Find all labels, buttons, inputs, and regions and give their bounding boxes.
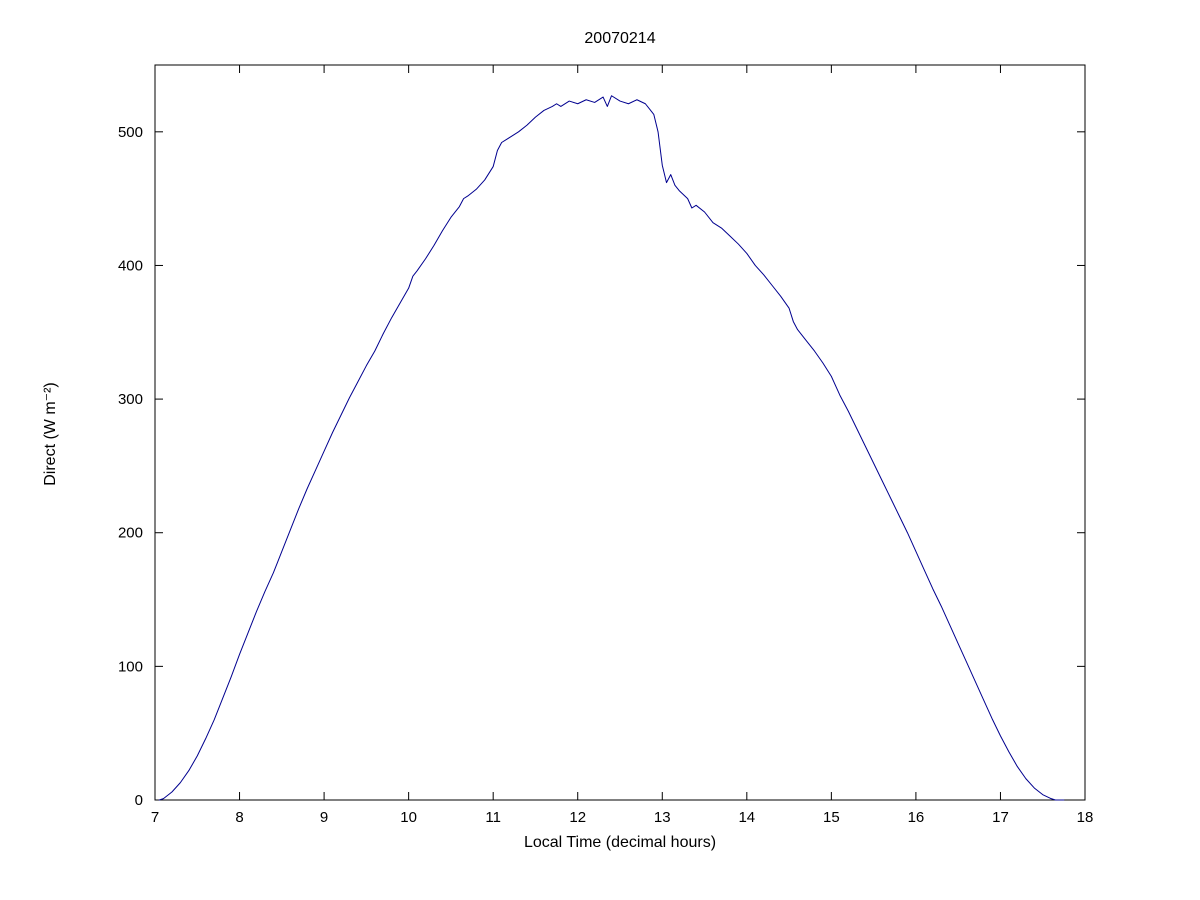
chart-title: 20070214 (584, 30, 656, 47)
y-tick-label: 300 (118, 391, 143, 408)
x-tick-label: 18 (1077, 809, 1094, 826)
x-tick-label: 10 (400, 809, 417, 826)
y-tick-label: 200 (118, 525, 143, 542)
x-tick-label: 14 (738, 809, 755, 826)
x-tick-label: 8 (235, 809, 243, 826)
x-axis-label: Local Time (decimal hours) (523, 834, 717, 851)
y-tick-label: 100 (118, 658, 143, 675)
data-line (158, 95, 1065, 801)
axis-box (154, 64, 1086, 801)
x-tick-label: 12 (569, 809, 586, 826)
x-tick-label: 15 (823, 809, 840, 826)
y-axis-label: Direct (W m⁻²) (42, 382, 59, 486)
x-tick-label: 17 (992, 809, 1009, 826)
y-tick-label: 0 (135, 792, 143, 809)
x-tick-label: 9 (320, 809, 328, 826)
x-tick-label: 11 (485, 809, 501, 826)
x-tick-label: 7 (151, 809, 159, 826)
x-tick-label: 16 (908, 809, 925, 826)
y-tick-label: 500 (118, 124, 143, 141)
x-tick-label: 13 (654, 809, 671, 826)
y-tick-label: 400 (118, 257, 143, 274)
